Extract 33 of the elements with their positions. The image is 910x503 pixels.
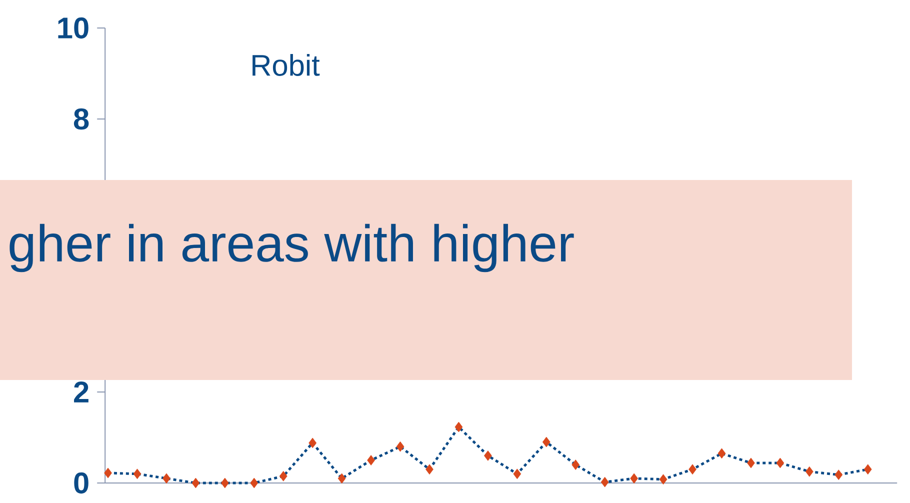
y-tick-label: 0	[74, 472, 88, 494]
point	[220, 478, 229, 488]
point	[338, 473, 346, 484]
point	[426, 464, 434, 475]
point	[630, 473, 638, 484]
point	[192, 478, 200, 488]
point	[133, 468, 142, 480]
point	[250, 478, 258, 488]
point	[367, 455, 375, 466]
point	[308, 438, 317, 448]
point	[805, 466, 814, 477]
point	[718, 448, 726, 459]
y-tick-label: 8	[74, 108, 89, 130]
point	[484, 450, 492, 461]
point	[104, 468, 112, 478]
point	[747, 458, 755, 468]
point	[572, 460, 580, 470]
point	[659, 474, 668, 485]
point	[513, 468, 522, 480]
annotation: gher in areas with higher	[10, 224, 574, 272]
point	[864, 464, 872, 475]
point	[688, 464, 696, 475]
point	[279, 470, 288, 482]
y-tick-label: 10	[58, 17, 88, 39]
point	[600, 476, 609, 488]
text: Robit	[252, 54, 320, 76]
point	[542, 436, 550, 448]
y-tick-label: 2	[74, 382, 88, 402]
point	[776, 458, 784, 468]
point	[454, 422, 463, 432]
point	[162, 473, 170, 484]
point	[396, 441, 404, 452]
point	[834, 470, 843, 480]
